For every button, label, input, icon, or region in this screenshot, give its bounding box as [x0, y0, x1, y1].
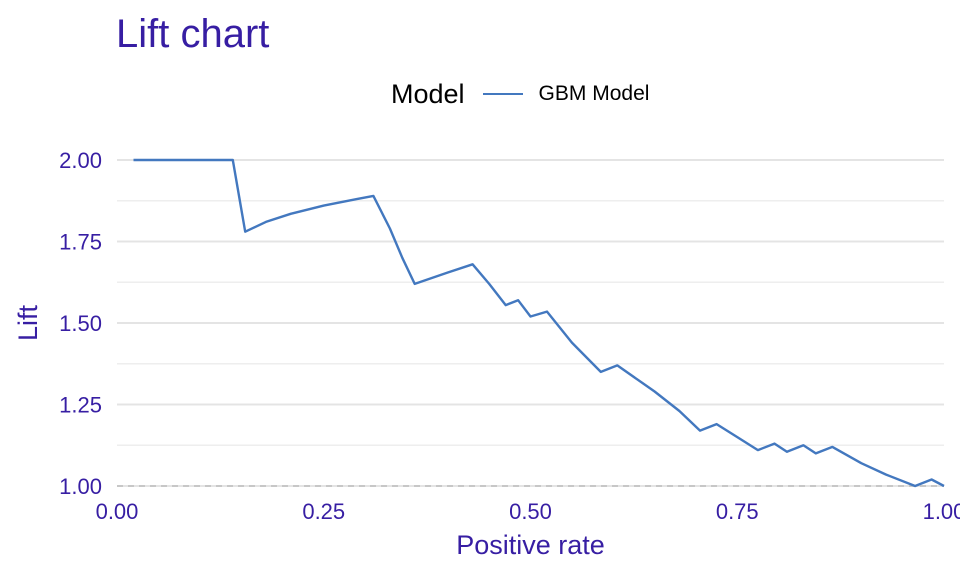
x-tick-label: 0.00 — [96, 499, 139, 524]
legend: Model GBM Model — [391, 78, 649, 110]
y-tick-label: 2.00 — [59, 148, 102, 173]
y-axis-ticks: 1.00 1.25 1.50 1.75 2.00 — [59, 148, 102, 499]
y-tick-label: 1.00 — [59, 474, 102, 499]
y-axis-title: Lift — [13, 304, 43, 341]
y-tick-label: 1.75 — [59, 230, 102, 255]
y-tick-label: 1.50 — [59, 311, 102, 336]
x-axis-ticks: 0.00 0.25 0.50 0.75 1.00 — [96, 499, 960, 524]
gridlines — [117, 159, 944, 487]
x-axis-title: Positive rate — [456, 530, 605, 560]
x-tick-label: 0.25 — [302, 499, 345, 524]
legend-label-gbm-model: GBM Model — [538, 82, 650, 105]
series-line-gbm-model — [133, 158, 945, 488]
chart-title: Lift chart — [116, 12, 270, 56]
x-tick-label: 1.00 — [923, 499, 960, 524]
x-tick-label: 0.75 — [716, 499, 759, 524]
legend-title: Model — [391, 78, 465, 109]
legend-key-gbm-model — [482, 93, 523, 95]
x-tick-label: 0.50 — [509, 499, 552, 524]
y-tick-label: 1.25 — [59, 393, 102, 418]
